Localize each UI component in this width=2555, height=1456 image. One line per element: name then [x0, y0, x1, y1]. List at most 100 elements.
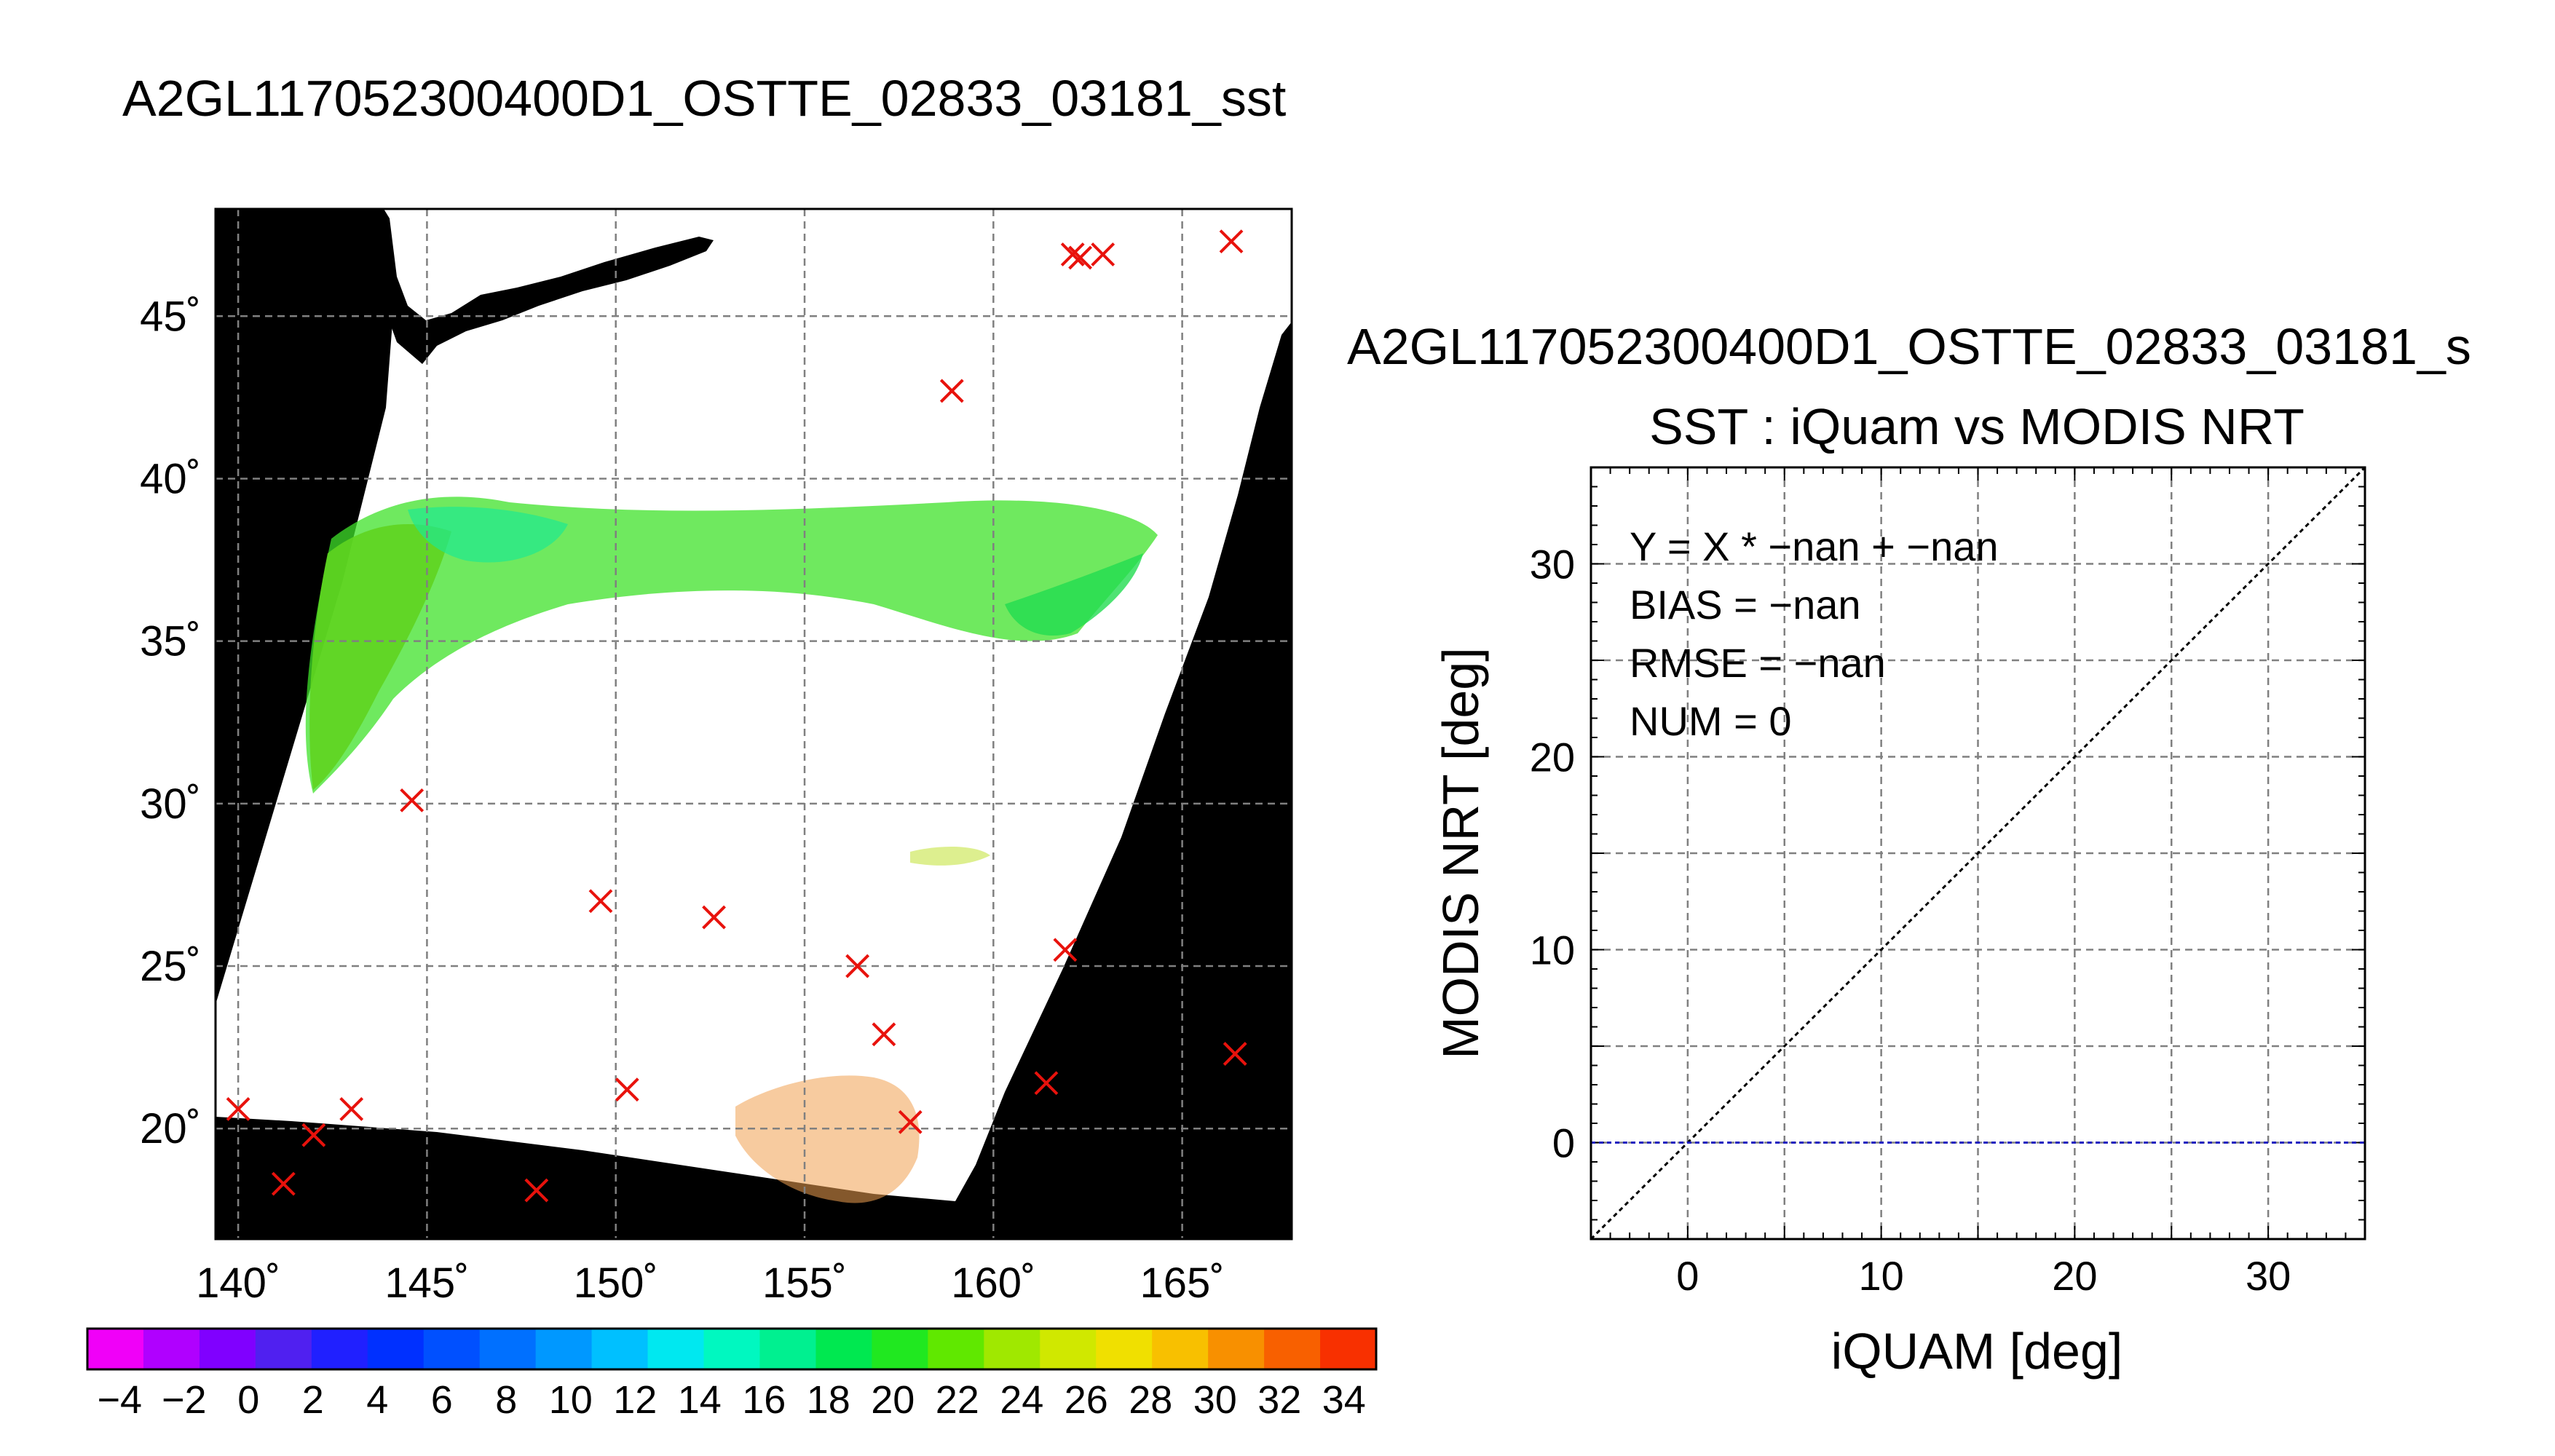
colorbar-tick-label: 32	[1257, 1378, 1301, 1422]
scatter-y-tick-labels: 0 10 20 30	[1530, 542, 1575, 1166]
observation-marker	[1068, 245, 1093, 270]
observation-marker	[872, 1022, 896, 1047]
colorbar-tick-label: 14	[678, 1378, 722, 1422]
scatter-x-axis-label: iQUAM [deg]	[1831, 1323, 2123, 1380]
observation-marker	[702, 905, 726, 930]
observation-marker	[301, 1123, 326, 1147]
colorbar-swatch	[1320, 1329, 1377, 1369]
observation-marker	[898, 1109, 923, 1134]
observation-marker	[588, 889, 613, 914]
colorbar-tick-label: 8	[495, 1378, 517, 1422]
colorbar-tick-label: 34	[1322, 1378, 1366, 1422]
colorbar-swatch	[1040, 1329, 1097, 1369]
map-frame	[214, 207, 1293, 1241]
observation-marker	[271, 1171, 296, 1196]
colorbar-swatch	[1208, 1329, 1265, 1369]
colorbar-tick-label: 26	[1065, 1378, 1108, 1422]
observation-marker	[1034, 1071, 1059, 1096]
colorbar-swatch	[367, 1329, 424, 1369]
scatter-panel: SST : iQuam vs MODIS NRT Y = X * −nan + …	[1432, 398, 2366, 1380]
observation-marker	[1219, 229, 1244, 254]
identity-line	[1590, 466, 2366, 1241]
colorbar-tick-label: −4	[97, 1378, 142, 1422]
observation-marker	[939, 379, 964, 403]
observation-marker	[1223, 1042, 1247, 1066]
latitude-tick-labels: 45˚ 40˚ 35˚ 30˚ 25˚ 20˚	[140, 293, 201, 1152]
satellite-swath	[216, 209, 1292, 1201]
stat-fit-equation: Y = X * −nan + −nan	[1630, 523, 1999, 569]
colorbar-tick-label: 0	[237, 1378, 259, 1422]
observation-marker	[226, 1097, 250, 1121]
longitude-tick-label: 145˚	[384, 1259, 469, 1307]
colorbar-tick-label: 18	[807, 1378, 850, 1422]
map-panel: 140˚ 145˚ 150˚ 155˚ 160˚ 165˚ 45˚ 40˚ 35˚ 30˚ 25˚…	[140, 207, 1293, 1307]
map-gridlines	[216, 209, 1292, 1239]
observation-marker	[615, 1077, 639, 1102]
scatter-y-axis-label: MODIS NRT [deg]	[1432, 647, 1489, 1059]
colorbar-swatch	[1096, 1329, 1153, 1369]
scatter-x-tick-labels: 0 10 20 30	[1676, 1253, 2291, 1299]
colorbar-swatch	[311, 1329, 368, 1369]
longitude-tick-label: 140˚	[196, 1259, 280, 1307]
colorbar-tick-label: 16	[742, 1378, 786, 1422]
colorbar-swatch	[872, 1329, 928, 1369]
observation-marker	[1091, 242, 1115, 266]
observation-markers	[226, 229, 1247, 1203]
colorbar-swatch	[759, 1329, 816, 1369]
colorbar-frame	[86, 1327, 1378, 1371]
colorbar-swatch	[1152, 1329, 1209, 1369]
colorbar-tick-label: −2	[162, 1378, 207, 1422]
scatter-statistics: Y = X * −nan + −nan BIAS = −nan RMSE = −…	[1630, 523, 1999, 744]
scatter-x-tick-label: 30	[2246, 1253, 2291, 1299]
latitude-tick-label: 45˚	[140, 293, 201, 340]
colorbar-swatch	[479, 1329, 537, 1369]
scatter-y-tick-label: 30	[1530, 542, 1575, 587]
land-mass	[384, 209, 714, 364]
sst-patch-orange	[735, 1075, 920, 1203]
colorbar-tick-label: 10	[549, 1378, 593, 1422]
colorbar-swatch	[703, 1329, 760, 1369]
colorbar-swatch	[591, 1329, 649, 1369]
colorbar-swatch	[143, 1329, 200, 1369]
longitude-tick-label: 155˚	[762, 1259, 847, 1307]
scatter-frame	[1590, 466, 2366, 1241]
colorbar-swatch	[87, 1329, 144, 1369]
scatter-x-tick-label: 20	[2052, 1253, 2097, 1299]
colorbar-swatch	[816, 1329, 872, 1369]
latitude-tick-label: 25˚	[140, 943, 201, 990]
observation-marker	[1053, 938, 1078, 962]
latitude-tick-label: 20˚	[140, 1105, 201, 1152]
page-title: A2GL117052300400D1_OSTTE_02833_03181_sst	[122, 70, 1287, 127]
observation-marker	[339, 1097, 364, 1121]
colorbar-swatch	[647, 1329, 705, 1369]
colorbar-tick-label: 2	[302, 1378, 324, 1422]
sst-patch-yellow	[910, 847, 990, 866]
colorbar-swatch	[535, 1329, 593, 1369]
scatter-x-tick-label: 0	[1676, 1253, 1699, 1299]
scatter-y-tick-label: 20	[1530, 735, 1575, 780]
scatter-y-tick-label: 10	[1530, 927, 1575, 973]
observation-marker	[524, 1178, 549, 1203]
scatter-y-tick-label: 0	[1552, 1120, 1575, 1166]
observation-marker	[845, 954, 870, 978]
stat-num: NUM = 0	[1630, 698, 1792, 744]
colorbar-swatch	[423, 1329, 481, 1369]
colorbar-swatch	[928, 1329, 984, 1369]
stat-rmse: RMSE = −nan	[1630, 640, 1886, 686]
scatter-panel-title: A2GL117052300400D1_OSTTE_02833_03181_s	[1347, 318, 2471, 375]
latitude-tick-label: 30˚	[140, 780, 201, 828]
longitude-tick-label: 165˚	[1140, 1259, 1225, 1307]
colorbar-swatch	[199, 1329, 256, 1369]
colorbar-tick-labels: −4 −2 0 2 4 6 8 10 12 14 16 18 20 22 24 26 28 30 32 34	[97, 1378, 1365, 1422]
longitude-tick-label: 150˚	[574, 1259, 658, 1307]
colorbar-swatch	[255, 1329, 312, 1369]
colorbar-tick-label: 6	[431, 1378, 453, 1422]
colorbar-tick-label: 4	[366, 1378, 388, 1422]
colorbar-tick-label: 28	[1129, 1378, 1172, 1422]
colorbar-tick-label: 30	[1193, 1378, 1237, 1422]
sst-plume-green	[305, 496, 1158, 794]
stat-bias: BIAS = −nan	[1630, 582, 1861, 628]
colorbar-swatch	[984, 1329, 1040, 1369]
longitude-tick-label: 160˚	[951, 1259, 1035, 1307]
